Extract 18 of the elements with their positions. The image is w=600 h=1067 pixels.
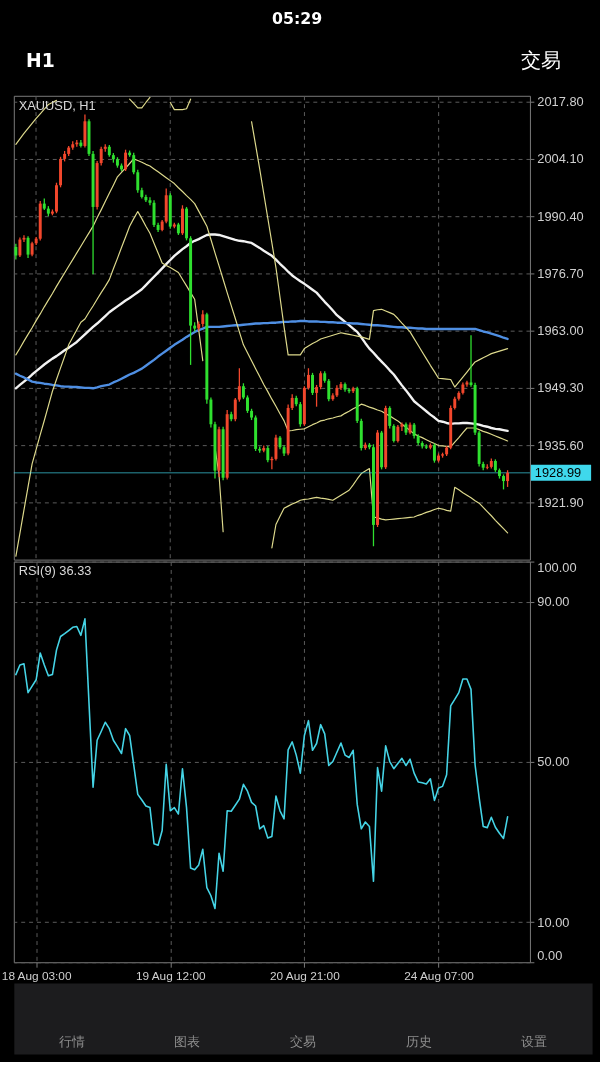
chart-title: RSI(9) 36.33 <box>18 563 92 579</box>
x-tick-label: 18 Aug 03:00 <box>1 968 72 983</box>
text: 行情 <box>58 1034 85 1050</box>
y-tick-label: 100.00 <box>537 559 577 575</box>
y-tick-label: 50.00 <box>537 754 570 770</box>
text: 历史 <box>405 1034 432 1050</box>
x-tick-label: 20 Aug 21:00 <box>270 968 341 983</box>
text: 图表 <box>174 1034 201 1050</box>
y-tick-label: 0.00 <box>537 947 563 963</box>
x-tick-label: 19 Aug 12:00 <box>135 968 207 983</box>
y-tick-label: 10.00 <box>537 914 570 930</box>
text: 05:29 <box>271 8 323 28</box>
text: H1 <box>26 50 55 72</box>
y-tick-label: 90.00 <box>537 594 570 610</box>
x-tick-label: 24 Aug 07:00 <box>404 968 475 983</box>
text: 交易 <box>520 49 561 73</box>
text: 设置 <box>521 1034 548 1050</box>
text: 交易 <box>289 1034 316 1050</box>
